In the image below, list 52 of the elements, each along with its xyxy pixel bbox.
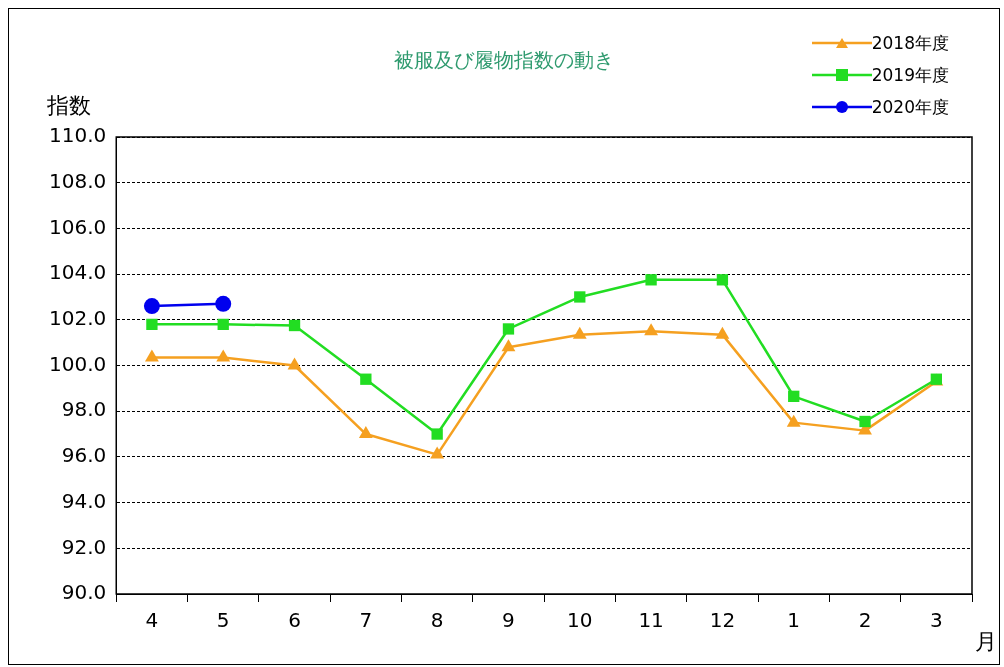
- y-axis-title: 指数: [47, 93, 91, 118]
- x-tick-label: 8: [430, 608, 444, 633]
- x-tick-label: 5: [216, 608, 230, 633]
- x-axis-title: 月: [975, 629, 997, 654]
- point: [430, 446, 445, 459]
- point: [143, 298, 160, 315]
- point: [431, 428, 443, 440]
- x-tick-label: 7: [359, 608, 373, 633]
- x-tick-label: 12: [709, 608, 736, 633]
- point: [287, 357, 302, 370]
- x-tick-label: 2: [858, 608, 872, 633]
- y-tick-label: 96.0: [61, 443, 107, 468]
- legend-label: 2018年度: [871, 31, 949, 55]
- x-tick-label: 10: [567, 608, 593, 633]
- x-tick-label: 3: [929, 608, 943, 633]
- y-tick-label: 90.0: [61, 580, 107, 605]
- legend-label: 2020年度: [871, 95, 949, 119]
- y-tick-label: 110.0: [48, 123, 107, 148]
- point: [288, 319, 301, 332]
- point: [716, 274, 729, 286]
- point: [574, 291, 586, 303]
- point: [358, 426, 373, 439]
- point: [146, 318, 158, 331]
- point: [360, 373, 372, 385]
- point: [502, 323, 515, 335]
- point: [644, 323, 659, 336]
- y-tick-label: 102.0: [48, 306, 107, 330]
- point: [572, 326, 587, 339]
- legend-label: 2019年度: [871, 63, 949, 87]
- point: [216, 349, 231, 362]
- point: [215, 295, 232, 312]
- x-tick-label: 6: [288, 608, 301, 633]
- y-tick-label: 108.0: [48, 168, 107, 193]
- y-tick-label: 94.0: [61, 488, 107, 513]
- point: [715, 326, 730, 339]
- point: [786, 414, 801, 427]
- y-tick-label: 98.0: [61, 397, 107, 422]
- x-tick-label: 4: [145, 608, 159, 633]
- x-tick-label: 1: [787, 608, 801, 633]
- point: [144, 349, 159, 362]
- chart-title: 被服及び履物指数の動き: [394, 48, 614, 72]
- point: [788, 390, 800, 402]
- point: [217, 318, 229, 331]
- x-tick-label: 9: [502, 608, 515, 633]
- x-tick-label: 11: [638, 608, 664, 633]
- point: [859, 415, 871, 428]
- y-tick-label: 100.0: [48, 351, 107, 376]
- point: [645, 274, 657, 286]
- y-tick-label: 106.0: [48, 214, 107, 239]
- point: [501, 339, 516, 352]
- y-tick-label: 104.0: [48, 260, 107, 285]
- y-tick-label: 92.0: [61, 534, 107, 559]
